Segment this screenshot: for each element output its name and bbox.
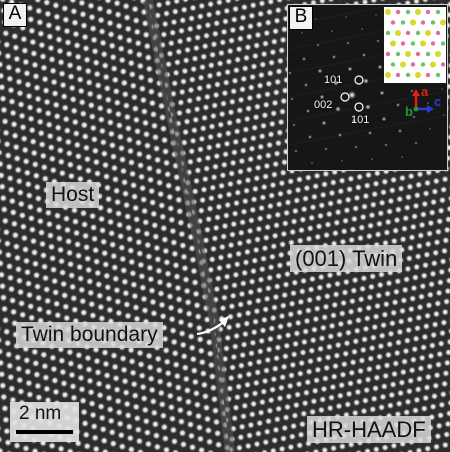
twin-label: (001) Twin — [290, 245, 403, 273]
spot-label-101-bottom: 101 — [351, 114, 370, 126]
spot-circle-mid — [340, 92, 350, 102]
axis-label-b: b — [405, 104, 413, 119]
twin-boundary-label: Twin boundary — [16, 322, 163, 349]
fft-pattern — [288, 5, 447, 170]
spot-circle-top — [354, 75, 364, 85]
scale-bar-label: 2 nm — [19, 403, 62, 424]
axis-label-c: c — [434, 94, 442, 109]
spot-label-002: 002 — [314, 99, 333, 111]
imaging-mode-label: HR-HAADF — [307, 416, 431, 444]
panel-label-b: B — [289, 6, 313, 30]
crystal-structure-icon — [384, 7, 446, 83]
host-label: Host — [46, 182, 100, 209]
spot-circle-bottom — [354, 102, 364, 112]
spot-label-101-top: 101 — [324, 74, 343, 86]
panel-label-a: A — [3, 3, 27, 27]
fft-inset: 101 002 101 a b c — [287, 4, 448, 171]
scale-bar-box — [10, 402, 79, 442]
axis-label-a: a — [421, 84, 429, 99]
scale-bar — [16, 430, 73, 434]
